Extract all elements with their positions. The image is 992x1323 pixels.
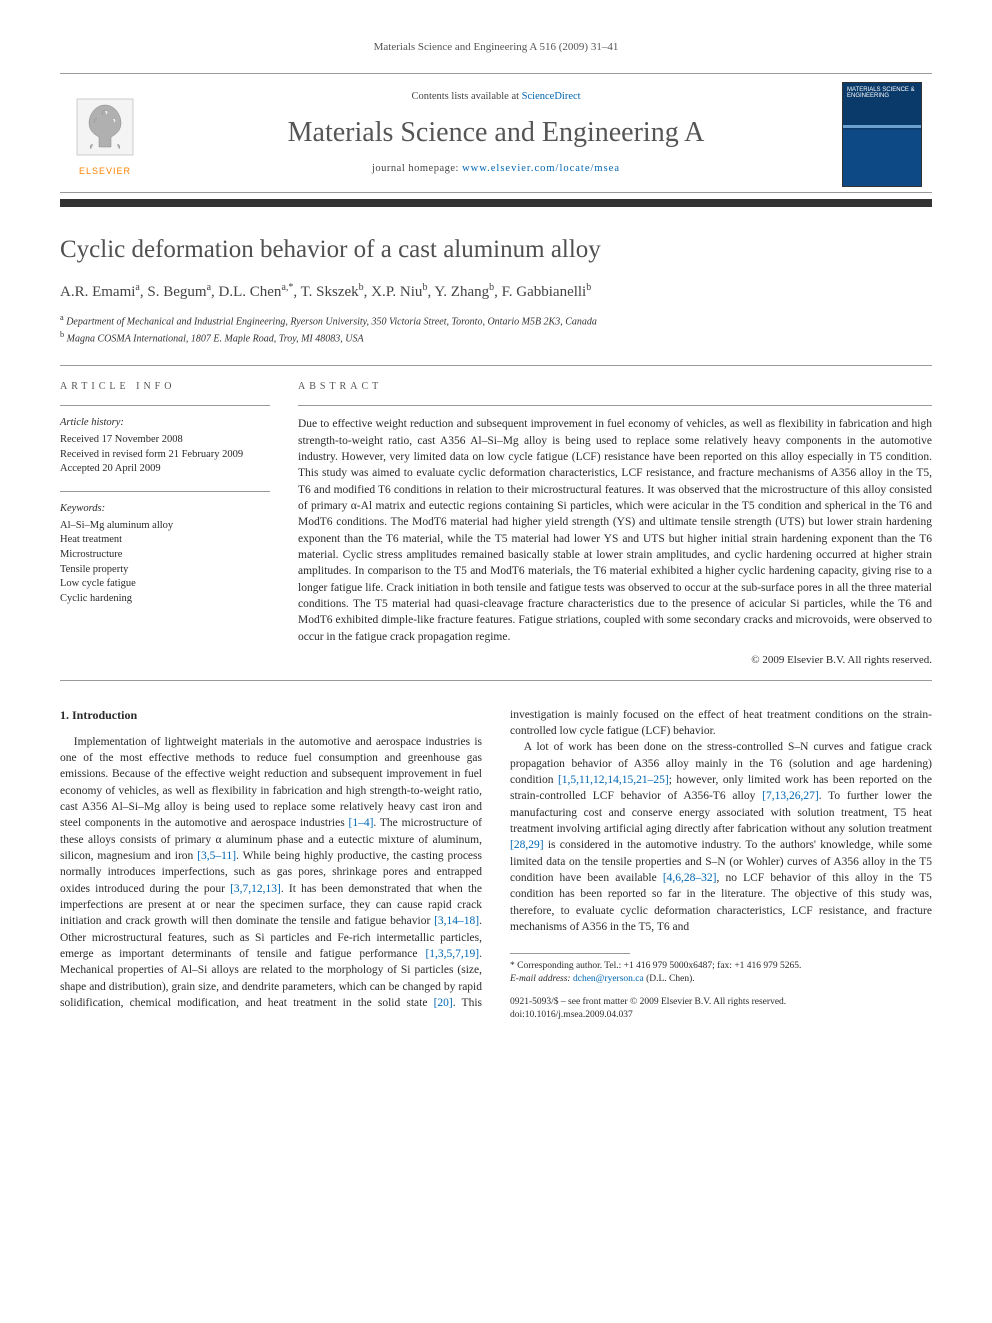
homepage-prefix: journal homepage: (372, 163, 462, 174)
article-history-block: Article history: Received 17 November 20… (60, 416, 270, 477)
keyword-line: Tensile property (60, 563, 270, 578)
article-title: Cyclic deformation behavior of a cast al… (60, 235, 932, 265)
ref-1-3-5-7-19[interactable]: [1,3,5,7,19] (425, 948, 479, 960)
body-para-2: A lot of work has been done on the stres… (510, 739, 932, 935)
ref-3-7-12-13[interactable]: [3,7,12,13] (230, 883, 281, 895)
info-abstract-row: ARTICLE INFO Article history: Received 1… (60, 366, 932, 668)
corr-email-link[interactable]: dchen@ryerson.ca (573, 974, 644, 984)
cover-thumb-title: MATERIALS SCIENCE & ENGINEERING (843, 83, 921, 104)
keyword-line: Al–Si–Mg aluminum alloy (60, 519, 270, 534)
corr-email-line: E-mail address: dchen@ryerson.ca (D.L. C… (510, 973, 932, 986)
info-bottom-divider (60, 680, 932, 681)
running-head: Materials Science and Engineering A 516 … (60, 40, 932, 55)
masthead-center: Contents lists available at ScienceDirec… (150, 90, 842, 184)
publisher-logo-block: ELSEVIER (60, 97, 150, 178)
body-two-column: 1. Introduction Implementation of lightw… (60, 707, 932, 1022)
doi-line: doi:10.1016/j.msea.2009.04.037 (510, 1009, 932, 1022)
ref-3-5-11[interactable]: [3,5–11] (197, 850, 236, 862)
keyword-line: Heat treatment (60, 533, 270, 548)
keyword-line: Cyclic hardening (60, 592, 270, 607)
affiliation-line: b Magna COSMA International, 1807 E. Map… (60, 329, 932, 346)
history-line: Accepted 20 April 2009 (60, 462, 270, 477)
journal-homepage-link[interactable]: www.elsevier.com/locate/msea (462, 163, 620, 174)
contents-available-line: Contents lists available at ScienceDirec… (162, 90, 830, 104)
abstract-copyright: © 2009 Elsevier B.V. All rights reserved… (298, 653, 932, 668)
article-info-rule (60, 405, 270, 406)
journal-name: Materials Science and Engineering A (162, 114, 830, 152)
corr-author-line: * Corresponding author. Tel.: +1 416 979… (510, 960, 932, 973)
article-info-head: ARTICLE INFO (60, 380, 270, 394)
journal-cover-thumb-wrap: MATERIALS SCIENCE & ENGINEERING (842, 82, 932, 192)
ref-1-4[interactable]: [1–4] (348, 817, 373, 829)
journal-masthead: ELSEVIER Contents lists available at Sci… (60, 73, 932, 193)
elsevier-tree-icon (75, 97, 135, 157)
publisher-wordmark: ELSEVIER (60, 165, 150, 177)
ref-7-13-26-27[interactable]: [7,13,26,27] (762, 790, 819, 802)
keyword-line: Microstructure (60, 548, 270, 563)
journal-cover-thumb: MATERIALS SCIENCE & ENGINEERING (842, 82, 922, 187)
ref-3-14-18[interactable]: [3,14–18] (434, 915, 479, 927)
history-line: Received in revised form 21 February 200… (60, 448, 270, 463)
email-label: E-mail address: (510, 974, 571, 984)
abstract-head: ABSTRACT (298, 380, 932, 394)
journal-homepage-line: journal homepage: www.elsevier.com/locat… (162, 162, 830, 176)
ref-20[interactable]: [20] (434, 997, 453, 1009)
affiliation-line: a Department of Mechanical and Industria… (60, 312, 932, 329)
sciencedirect-link[interactable]: ScienceDirect (522, 91, 581, 102)
article-history-label: Article history: (60, 416, 270, 431)
front-matter-block: 0921-5093/$ – see front matter © 2009 El… (510, 996, 932, 1022)
abstract-column: ABSTRACT Due to effective weight reducti… (298, 380, 932, 668)
ref-4-6-28-32[interactable]: [4,6,28–32] (663, 872, 717, 884)
keyword-line: Low cycle fatigue (60, 577, 270, 592)
issn-line: 0921-5093/$ – see front matter © 2009 El… (510, 996, 932, 1009)
p1a-t1: Implementation of lightweight materials … (60, 736, 482, 830)
abstract-rule (298, 405, 932, 406)
corresponding-author-footnote: * Corresponding author. Tel.: +1 416 979… (510, 960, 932, 986)
author-list: A.R. Emamia, S. Beguma, D.L. Chena,*, T.… (60, 281, 932, 302)
keywords-rule (60, 491, 270, 492)
contents-prefix: Contents lists available at (411, 91, 521, 102)
ref-28-29[interactable]: [28,29] (510, 839, 544, 851)
affiliation-list: a Department of Mechanical and Industria… (60, 312, 932, 347)
cover-thumb-band (843, 125, 921, 128)
ref-1-5-11-25[interactable]: [1,5,11,12,14,15,21–25] (558, 774, 669, 786)
article-info-column: ARTICLE INFO Article history: Received 1… (60, 380, 270, 668)
masthead-bottom-rule (60, 199, 932, 207)
keywords-block: Keywords: Al–Si–Mg aluminum alloyHeat tr… (60, 502, 270, 607)
section-1-head: 1. Introduction (60, 707, 482, 724)
history-line: Received 17 November 2008 (60, 433, 270, 448)
corr-email-person: (D.L. Chen). (646, 974, 695, 984)
footnote-rule (510, 953, 630, 954)
abstract-text: Due to effective weight reduction and su… (298, 416, 932, 645)
keywords-label: Keywords: (60, 502, 270, 517)
